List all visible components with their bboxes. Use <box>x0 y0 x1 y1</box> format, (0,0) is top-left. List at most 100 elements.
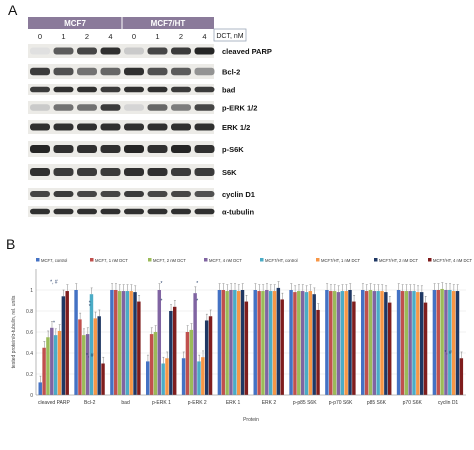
blot-band <box>194 208 215 215</box>
legend-label: MCF7/HT, 2 nM DCT <box>379 258 419 263</box>
bar <box>261 291 265 395</box>
bar <box>308 291 313 395</box>
bar <box>412 291 416 395</box>
blot-band <box>100 104 121 111</box>
bar <box>146 361 150 395</box>
bar <box>257 291 261 395</box>
blot-band <box>53 191 74 197</box>
bar <box>297 291 301 395</box>
blot-strip <box>28 164 214 180</box>
blot-band <box>171 191 191 197</box>
protein-expression-bar-chart: MCF7, control MCF7, 1 nM DCT MCF7, 2 nM DC… <box>11 258 473 423</box>
western-blot-panel: MCF7 MCF7/HT DCT, nM 0 1 2 4 0 1 2 4 cleaved PA… <box>28 17 272 217</box>
blot-band <box>147 191 168 197</box>
bar <box>419 292 424 395</box>
bar <box>316 309 320 395</box>
bar <box>432 290 437 395</box>
y-tick-label: 0 <box>30 393 33 399</box>
significance-marker: * <box>53 321 55 327</box>
panel-b-letter: B <box>6 236 16 252</box>
legend-label: MCF7, control <box>41 258 67 263</box>
blot-band <box>77 104 97 111</box>
bar <box>97 316 101 395</box>
blot-band <box>147 208 168 215</box>
bar <box>185 332 190 395</box>
dose-label-3: 4 <box>108 32 112 41</box>
blot-band <box>53 168 74 176</box>
blot-band <box>171 145 191 153</box>
bar <box>85 334 90 395</box>
legend-label: MCF7/HT, 1 nM DCT <box>321 258 361 263</box>
blot-strip <box>28 84 214 95</box>
bar <box>276 287 281 395</box>
bar <box>400 291 405 395</box>
significance-marker: * <box>89 304 91 310</box>
blot-band <box>53 145 74 153</box>
bar <box>451 291 456 395</box>
blot-band <box>171 168 191 176</box>
blot-strip <box>28 120 214 134</box>
legend-swatch <box>204 258 208 262</box>
bar <box>364 291 369 395</box>
blot-band <box>53 123 74 131</box>
bar <box>57 330 62 395</box>
bar <box>197 361 201 395</box>
bar <box>408 291 412 395</box>
significance-markers: **, #***, #*****, # <box>50 280 452 360</box>
blot-strip <box>28 188 214 200</box>
bar <box>440 288 444 395</box>
bar <box>46 337 50 395</box>
bar <box>133 292 137 395</box>
blot-row-label: Bcl-2 <box>222 68 240 77</box>
blot-band <box>147 145 168 153</box>
bar <box>165 358 169 395</box>
dose-labels: 0 1 2 4 0 1 2 4 <box>38 32 207 41</box>
blot-band <box>124 47 144 55</box>
bar <box>336 292 341 395</box>
blot-band <box>53 86 74 93</box>
bar <box>189 329 193 395</box>
cell-line-label-mcf7: MCF7 <box>64 19 86 28</box>
x-tick-labels: cleaved PARP Bcl-2 bad p-ERK 1 p-ERK 2 ERK 1 E… <box>38 400 458 406</box>
blot-band <box>100 191 121 197</box>
bar <box>404 291 408 395</box>
x-tick-label: ERK 1 <box>226 400 241 406</box>
x-tick-label: p70 S6K <box>403 400 423 406</box>
y-tick-label: 1 <box>30 288 33 294</box>
bar <box>93 318 98 395</box>
bar <box>459 358 464 395</box>
blot-row-label: cleaved PARP <box>222 47 272 56</box>
bar <box>387 302 392 395</box>
blot-band <box>194 123 215 131</box>
y-tick-label: 0.8 <box>26 309 33 315</box>
blot-band <box>194 104 215 111</box>
blot-band <box>194 67 215 76</box>
blot-band <box>147 67 168 76</box>
blot-band <box>194 145 215 153</box>
blot-row-label: cyclin D1 <box>222 190 255 199</box>
legend-swatch <box>36 258 40 262</box>
blot-band <box>77 145 97 153</box>
blot-rows: cleaved PARP Bcl-2 bad p-ERK 1/2 ERK 1/2 p-S6… <box>28 44 272 217</box>
blot-band <box>100 86 121 93</box>
bar <box>149 334 154 395</box>
blot-band <box>100 123 121 131</box>
bar <box>244 301 249 395</box>
blot-band <box>30 168 50 176</box>
x-tick-label: p85 S6K <box>367 400 387 406</box>
blot-band <box>194 191 215 197</box>
blot-band <box>53 47 74 55</box>
cell-line-header-bar-2 <box>122 17 214 29</box>
blot-band <box>100 47 121 55</box>
legend-swatch <box>90 258 94 262</box>
bar <box>101 363 105 395</box>
blot-band <box>30 145 50 153</box>
blot-strip <box>28 141 214 157</box>
blot-band <box>30 67 50 76</box>
blot-band <box>53 104 74 111</box>
bar <box>201 357 205 395</box>
blot-row-label: S6K <box>222 168 237 177</box>
bar <box>372 291 377 395</box>
bar <box>204 320 209 395</box>
bar <box>117 291 122 395</box>
